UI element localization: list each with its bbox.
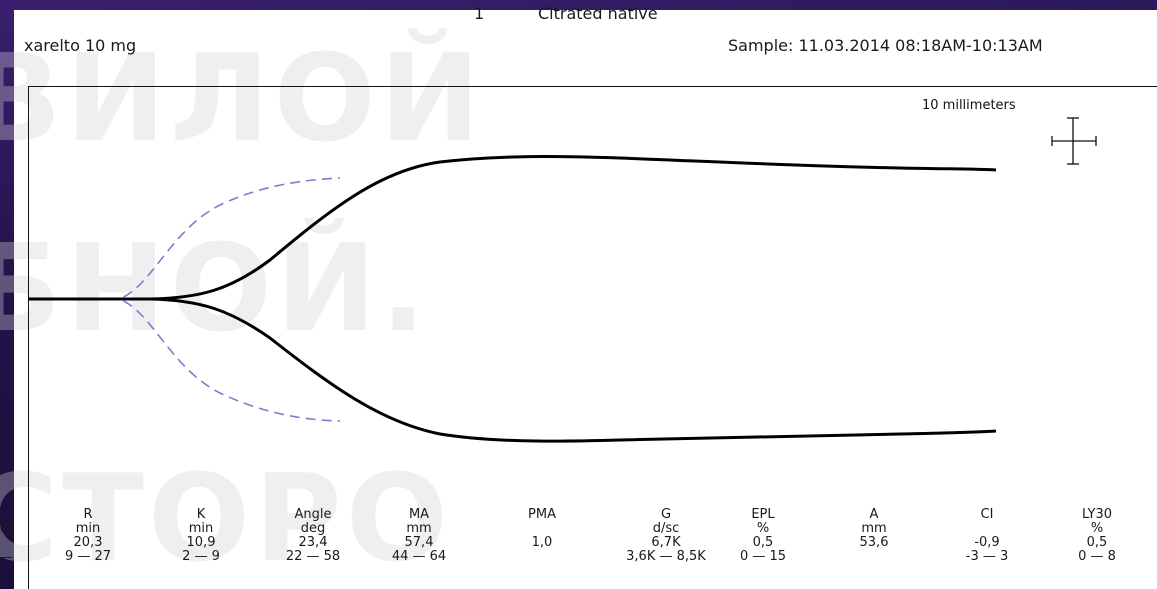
param-column-ly30: LY30 % 0,5 0 — 8 [1042, 508, 1152, 564]
scale-label: 10 millimeters [922, 98, 1016, 113]
param-range: 0 — 8 [1078, 549, 1116, 564]
param-value: 57,4 [404, 535, 434, 550]
channel-number: 1 [474, 4, 485, 23]
param-column-pma: PMA 1,0 [487, 508, 597, 564]
param-range: -3 — 3 [965, 549, 1009, 564]
param-value: 53,6 [859, 535, 889, 550]
param-range: 22 — 58 [285, 549, 341, 564]
param-range [487, 550, 597, 564]
param-name: Angle [294, 507, 332, 522]
report-sheet [14, 10, 1157, 589]
param-name: LY30 [1082, 507, 1112, 522]
background-left-strip [0, 0, 18, 589]
param-range [819, 550, 929, 564]
param-unit [932, 522, 1042, 536]
param-value: 1,0 [531, 535, 553, 550]
param-unit: % [1090, 521, 1104, 536]
param-value: 6,7K [651, 535, 681, 550]
scale-crosshair-icon [1051, 117, 1097, 165]
param-unit: d/sc [652, 521, 680, 536]
reference-trace-lower [28, 298, 341, 422]
param-name: A [869, 507, 879, 522]
param-value: 20,3 [73, 535, 103, 550]
param-unit: mm [406, 521, 432, 536]
sample-time: Sample: 11.03.2014 08:18AM-10:13AM [728, 36, 1043, 55]
param-value: -0,9 [974, 535, 1000, 550]
sample-type: Citrated native [538, 4, 658, 23]
param-column-k: K min 10,9 2 — 9 [146, 508, 256, 564]
param-name: EPL [751, 507, 775, 522]
unit-row-label: O: [0, 522, 15, 537]
range-row-label: — [0, 550, 13, 565]
param-range: 0 — 15 [739, 549, 787, 564]
param-name: R [83, 507, 93, 522]
param-name: G [660, 507, 672, 522]
param-column-g: G d/sc 6,7K 3,6K — 8,5K [611, 508, 721, 564]
sample-trace-upper [28, 155, 997, 301]
param-name: CI [980, 507, 994, 522]
param-unit: % [756, 521, 770, 536]
reference-trace-upper [28, 177, 341, 300]
param-unit: mm [861, 521, 887, 536]
param-range: 3,6K — 8,5K [626, 549, 706, 564]
param-column-r: R min 20,3 9 — 27 [33, 508, 143, 564]
param-range: 9 — 27 [64, 549, 112, 564]
param-column-ma: MA mm 57,4 44 — 64 [364, 508, 474, 564]
param-value: 0,5 [752, 535, 774, 550]
param-unit: deg [300, 521, 326, 536]
param-value: 10,9 [186, 535, 216, 550]
param-unit: min [75, 521, 101, 536]
param-unit: min [188, 521, 214, 536]
param-range: 44 — 64 [391, 549, 447, 564]
param-name: PMA [528, 507, 556, 522]
patient-label: xarelto 10 mg [24, 36, 137, 55]
param-column-a: A mm 53,6 [819, 508, 929, 564]
param-value: 23,4 [298, 535, 328, 550]
param-column-ci: CI -0,9 -3 — 3 [932, 508, 1042, 564]
sample-trace-lower [28, 297, 997, 443]
param-range: 2 — 9 [182, 549, 220, 564]
param-name: MA [408, 507, 430, 522]
param-name: K [196, 507, 206, 522]
parameter-table: O: — R min 20,3 9 — 27 K min 10,9 2 — 9 … [0, 508, 1157, 589]
param-value: 0,5 [1086, 535, 1108, 550]
param-column-epl: EPL % 0,5 0 — 15 [708, 508, 818, 564]
param-unit [487, 522, 597, 536]
tracing-plot-area [28, 86, 1157, 589]
param-column-angle: Angle deg 23,4 22 — 58 [258, 508, 368, 564]
